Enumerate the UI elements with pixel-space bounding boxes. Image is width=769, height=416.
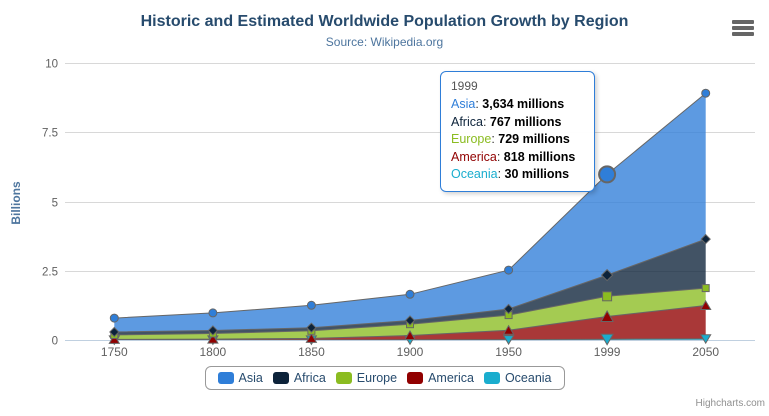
marker-asia-1800[interactable]: [208, 308, 218, 318]
area-america[interactable]: [114, 305, 706, 340]
marker-africa-1900[interactable]: [404, 315, 416, 326]
area-africa[interactable]: [114, 239, 706, 335]
hamburger-icon: [732, 20, 754, 36]
legend-item-oceania[interactable]: Oceania: [483, 371, 552, 385]
y-axis-label: 5: [52, 198, 58, 210]
y-axis-label: 0: [52, 336, 58, 348]
legend-item-america[interactable]: America: [407, 371, 474, 385]
marker-america-1800[interactable]: [207, 333, 219, 344]
legend-swatch-africa: [272, 372, 289, 384]
marker-asia-1850[interactable]: [306, 300, 316, 310]
marker-africa-1999[interactable]: [600, 268, 614, 282]
legend-label: America: [428, 371, 474, 385]
x-axis-label: 1999: [594, 345, 621, 359]
marker-america-1750[interactable]: [108, 333, 121, 344]
marker-asia-1999[interactable]: [598, 165, 617, 184]
tooltip-row-asia: Asia: 3,634 millions: [451, 97, 565, 111]
marker-america-1850[interactable]: [305, 332, 318, 343]
marker-africa-1950[interactable]: [503, 303, 514, 315]
tooltip-row-america: America: 818 millions: [451, 149, 576, 164]
chart-subtitle: Source: Wikipedia.org: [325, 35, 444, 49]
y-axis-label: 2.5: [42, 267, 58, 279]
marker-africa-1750[interactable]: [109, 326, 120, 338]
context-menu-button[interactable]: [729, 17, 757, 39]
legend: Asia Africa Europe America Oceania: [204, 366, 565, 390]
x-axis-label: 2050: [692, 345, 719, 359]
marker-africa-1800[interactable]: [207, 325, 219, 336]
marker-africa-2050[interactable]: [700, 233, 711, 245]
credits-link[interactable]: Highcharts.com: [695, 398, 765, 409]
legend-swatch-america: [407, 372, 424, 384]
marker-europe-1999[interactable]: [602, 291, 613, 302]
legend-swatch-europe: [335, 372, 352, 384]
legend-label: Africa: [293, 371, 326, 385]
y-axis-label: 7.5: [42, 128, 58, 140]
marker-asia-1900[interactable]: [405, 289, 415, 299]
marker-america-1999[interactable]: [600, 309, 614, 322]
marker-africa-1850[interactable]: [306, 322, 317, 333]
marker-oceania-1999[interactable]: [600, 333, 614, 346]
x-axis-label: 1900: [397, 345, 424, 359]
chart-title: Historic and Estimated Worldwide Populat…: [140, 13, 629, 30]
x-axis-label: 1850: [298, 345, 325, 359]
x-axis-label: 1800: [200, 345, 227, 359]
x-axis-label: 1750: [101, 345, 128, 359]
marker-asia-1750[interactable]: [109, 313, 119, 323]
legend-item-europe[interactable]: Europe: [335, 371, 398, 385]
tooltip: 1999 Asia: 3,634 millions Africa: 767 mil…: [440, 71, 595, 192]
tooltip-header: 1999: [451, 79, 478, 93]
legend-label: Oceania: [504, 371, 552, 385]
y-axis-label: 10: [45, 59, 58, 71]
tooltip-row-oceania: Oceania: 30 millions: [451, 167, 570, 181]
legend-swatch-oceania: [483, 372, 500, 384]
legend-item-asia[interactable]: Asia: [217, 371, 263, 385]
y-axis-title: Billions: [9, 181, 23, 225]
marker-oceania-1950[interactable]: [502, 335, 515, 346]
marker-america-1950[interactable]: [502, 324, 515, 335]
legend-item-africa[interactable]: Africa: [272, 371, 326, 385]
marker-europe-2050[interactable]: [701, 284, 710, 293]
marker-asia-2050[interactable]: [701, 88, 711, 98]
legend-swatch-asia: [217, 372, 234, 384]
marker-asia-1950[interactable]: [504, 265, 514, 275]
marker-oceania-2050[interactable]: [699, 334, 712, 345]
legend-label: Asia: [238, 371, 263, 385]
area-asia[interactable]: [114, 93, 706, 332]
x-axis-label: 1950: [495, 345, 522, 359]
legend-label: Europe: [356, 371, 398, 385]
tooltip-row-europe: Europe: 729 millions: [451, 132, 570, 146]
tooltip-row-africa: Africa: 767 millions: [451, 114, 562, 129]
marker-america-1900[interactable]: [404, 330, 416, 340]
marker-america-2050[interactable]: [699, 300, 712, 310]
